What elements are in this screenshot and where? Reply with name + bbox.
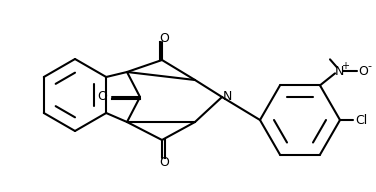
Text: O: O [159,156,169,169]
Text: +: + [341,61,349,71]
Text: O: O [358,65,368,78]
Text: O: O [159,31,169,45]
Text: O: O [97,90,107,103]
Text: -: - [367,61,371,71]
Text: N: N [334,65,344,78]
Text: N: N [222,90,232,103]
Text: Cl: Cl [355,113,367,127]
